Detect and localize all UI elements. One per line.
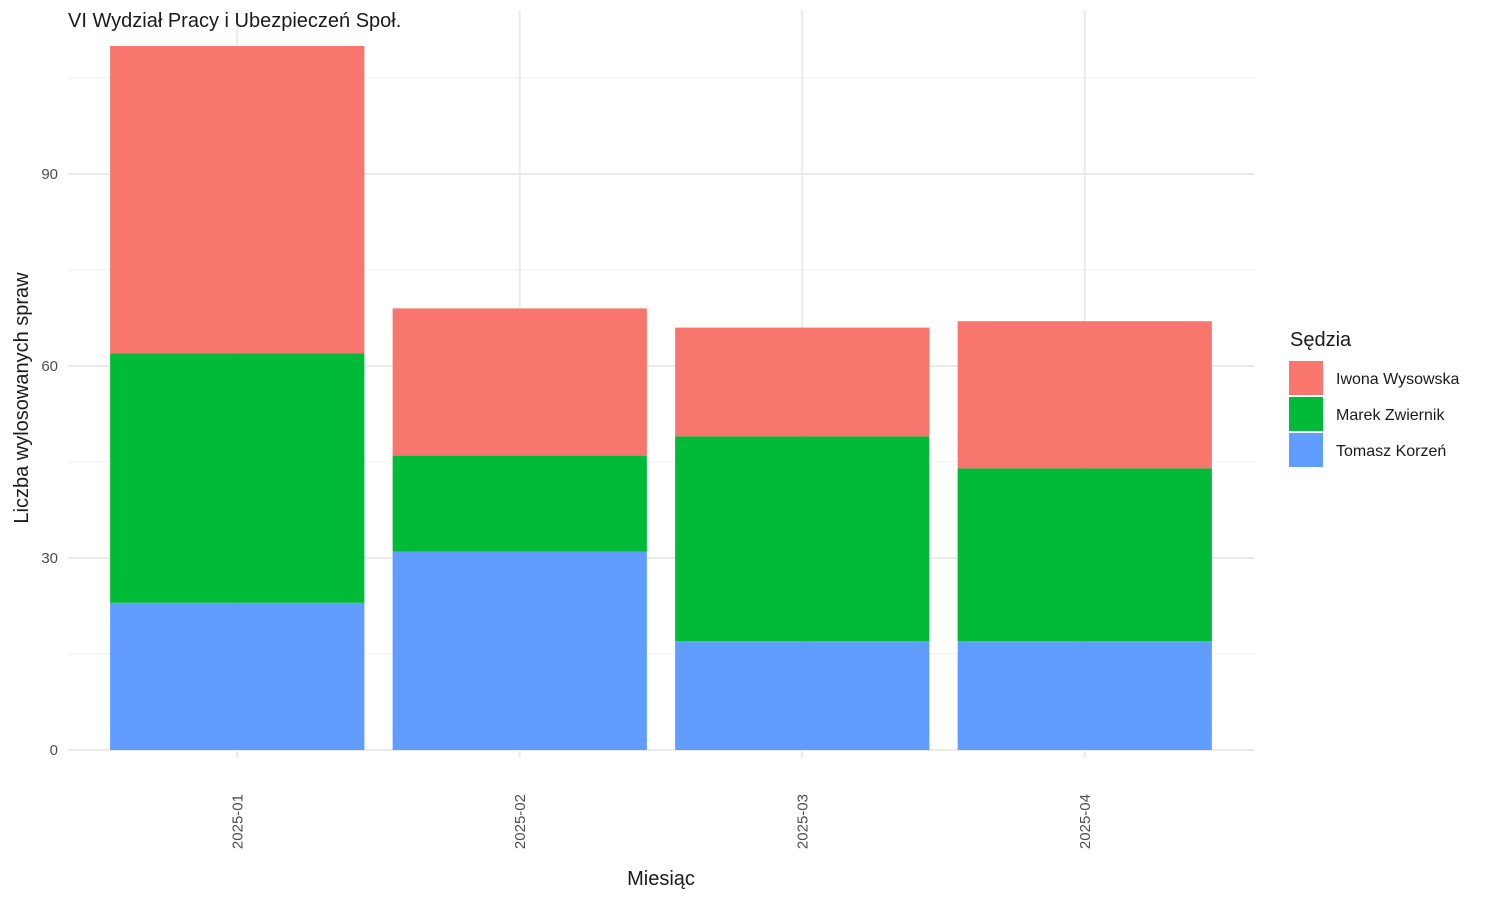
bar-segment — [392, 455, 647, 552]
x-tick-label: 2025-03 — [794, 794, 811, 849]
bar-segment — [675, 641, 930, 750]
legend-label: Marek Zwiernik — [1336, 407, 1445, 424]
x-tick-label: 2025-02 — [512, 794, 529, 849]
bar-segment — [110, 353, 365, 603]
legend-label: Tomasz Korzeń — [1336, 443, 1446, 460]
bar-segment — [392, 308, 647, 456]
bar-segment — [957, 468, 1212, 642]
legend-key — [1289, 433, 1323, 467]
y-tick-label: 60 — [41, 358, 58, 375]
chart-title: VI Wydział Pracy i Ubezpieczeń Społ. — [68, 10, 401, 32]
bar-segment — [392, 551, 647, 750]
x-tick-label: 2025-01 — [229, 794, 246, 849]
y-tick-label: 30 — [41, 550, 58, 567]
legend-title: Sędzia — [1290, 329, 1352, 351]
legend-label: Iwona Wysowska — [1336, 371, 1460, 388]
legend-key — [1289, 361, 1323, 395]
y-tick-label: 0 — [50, 742, 58, 759]
bar-segment — [957, 641, 1212, 750]
y-tick-label: 90 — [41, 166, 58, 183]
x-axis-title: Miesiąc — [627, 868, 695, 890]
bar-segment — [110, 602, 365, 750]
legend-items: Iwona Wysowska Marek Zwiernik Tomasz Korze… — [1289, 361, 1460, 467]
bars — [110, 46, 1212, 750]
bar-segment — [957, 321, 1212, 469]
x-tick-label: 2025-04 — [1077, 794, 1094, 849]
legend: Sędzia Iwona Wysowska Marek Zwiernik Tomas… — [1289, 329, 1460, 467]
y-tick-labels: 0 30 60 90 — [41, 166, 58, 759]
bar-segment — [675, 327, 930, 437]
bar-segment — [110, 46, 365, 354]
legend-key — [1289, 397, 1323, 431]
x-tick-labels: 2025-01 2025-02 2025-03 2025-04 — [229, 794, 1094, 849]
bar-segment — [675, 436, 930, 642]
y-axis-title: Liczba wylosowanych spraw — [11, 272, 33, 524]
